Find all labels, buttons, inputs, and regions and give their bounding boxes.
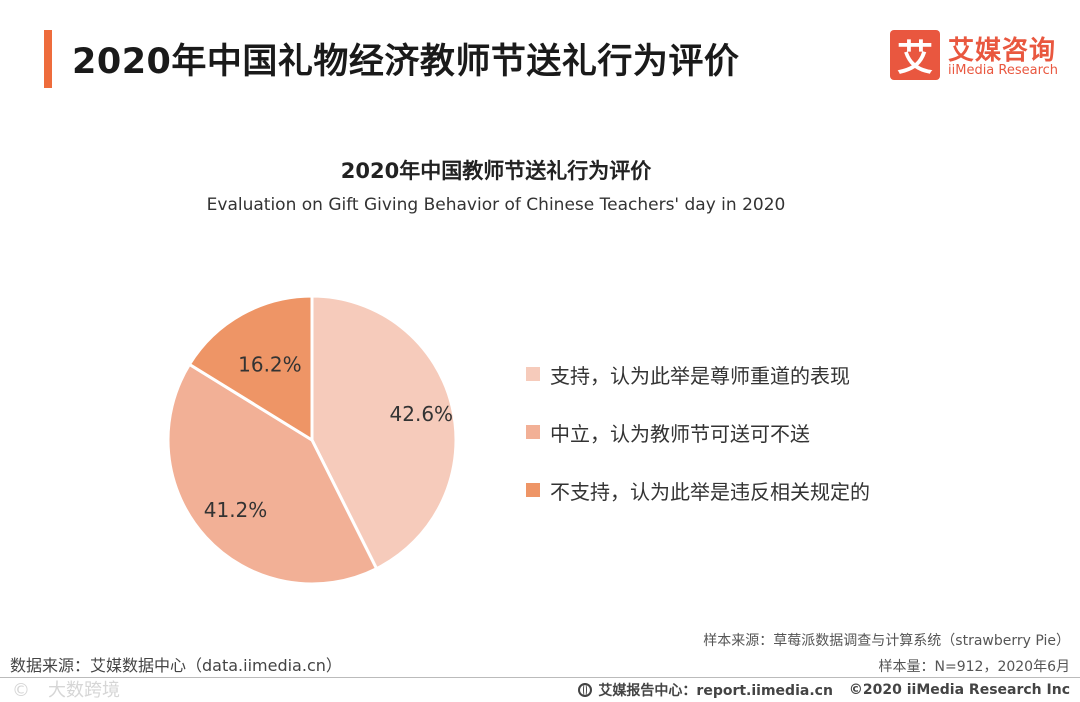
chart-subtitle: Evaluation on Gift Giving Behavior of Ch…	[206, 195, 786, 215]
report-center-link[interactable]: 艾媒报告中心：report.iimedia.cn	[598, 683, 833, 699]
pie-chart: 42.6% 41.2% 16.2%	[166, 294, 458, 586]
pie-label-neutral: 41.2%	[204, 498, 268, 522]
legend-label-neutral: 中立，认为教师节可送可不送	[550, 421, 810, 446]
sample-size: 样本量：N=912，2020年6月	[878, 659, 1070, 675]
pie-slice-support	[310, 294, 458, 571]
chart-title: 2020年中国教师节送礼行为评价	[340, 159, 652, 183]
title-accent-bar	[44, 30, 52, 88]
legend-item-support: 支持，认为此举是尊师重道的表现	[526, 330, 870, 418]
logo-mark-icon: 艾	[890, 30, 940, 80]
data-source: 数据来源：艾媒数据中心（data.iimedia.cn）	[10, 656, 342, 675]
legend-item-oppose: 不支持，认为此举是违反相关规定的	[526, 446, 870, 534]
legend-label-oppose: 不支持，认为此举是违反相关规定的	[550, 479, 870, 504]
pie-slice-oppose	[187, 294, 314, 443]
legend-item-neutral: 中立，认为教师节可送可不送	[526, 388, 870, 476]
legend-swatch-oppose	[526, 483, 540, 497]
pie-label-oppose: 16.2%	[238, 353, 302, 377]
logo-chinese-name: 艾媒咨询	[948, 36, 1057, 66]
page-title: 2020年中国礼物经济教师节送礼行为评价	[72, 42, 740, 82]
legend-swatch-neutral	[526, 425, 540, 439]
watermark: © 大数跨境	[12, 680, 120, 701]
chart-legend: 支持，认为此举是尊师重道的表现 中立，认为教师节可送可不送 不支持，认为此举是违…	[526, 330, 870, 534]
legend-swatch-support	[526, 367, 540, 381]
pie-slice-neutral	[166, 362, 379, 586]
logo-english-name: iiMedia Research	[948, 63, 1059, 78]
globe-icon	[578, 683, 593, 697]
pie-label-support: 42.6%	[390, 402, 454, 426]
footer-divider	[0, 677, 1080, 678]
legend-label-support: 支持，认为此举是尊师重道的表现	[550, 363, 850, 388]
footer-report: 艾媒报告中心：report.iimedia.cn ©2020 iiMedia R…	[578, 680, 1070, 700]
sample-source: 样本来源：草莓派数据调查与计算系统（strawberry Pie）	[703, 633, 1070, 649]
copyright: ©2020 iiMedia Research Inc	[848, 682, 1070, 698]
